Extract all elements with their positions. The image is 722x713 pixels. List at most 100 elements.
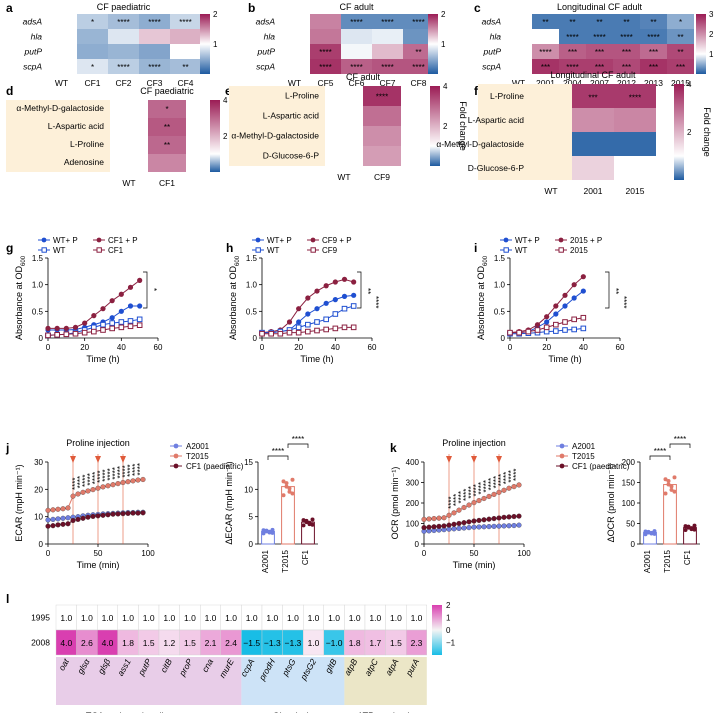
cell-value: 1.5 — [184, 638, 196, 648]
y-axis-label-sub: 600 — [21, 255, 27, 266]
data-point — [525, 328, 532, 335]
growth-panel-h: h 0 0.5 1.0 1.5 0 20 40 60 Time (h) Absorbance at … — [226, 236, 380, 364]
heatmap-cell — [614, 84, 656, 108]
data-point — [127, 303, 134, 309]
panel-label: b — [248, 1, 255, 15]
significance-stars: **** — [566, 63, 578, 72]
data-point — [286, 329, 293, 336]
heatmap-cell — [46, 44, 77, 59]
data-point — [421, 525, 427, 531]
data-point — [45, 523, 51, 529]
legend-label: WT — [53, 246, 66, 255]
data-point — [516, 482, 522, 488]
significance-stars: *** — [588, 93, 597, 102]
data-point — [431, 516, 437, 522]
bar-point — [672, 489, 677, 494]
data-point — [296, 306, 302, 312]
legend-marker — [558, 237, 564, 243]
row-label: D-Glucose-6-P — [263, 150, 320, 160]
colorbar-tick: 0 — [446, 626, 451, 635]
heatmap-cell — [310, 59, 341, 74]
data-point — [109, 298, 115, 304]
significance-stars: **** — [136, 463, 145, 475]
heatmap-cell — [372, 14, 403, 29]
row-label: scpA — [256, 62, 275, 72]
heatmap-cell — [170, 29, 201, 44]
colorbar-tick: 2 — [443, 122, 448, 131]
data-point — [481, 495, 487, 502]
data-point — [456, 520, 462, 527]
colorbar — [674, 84, 684, 180]
cell-value: 1.0 — [225, 613, 237, 623]
significance-stars: **** — [629, 93, 641, 102]
data-point — [441, 515, 447, 521]
x-tick-label: 60 — [154, 343, 163, 352]
heatmap-cell — [640, 44, 667, 59]
bar-point — [284, 484, 289, 489]
cell-value: −1.5 — [243, 638, 260, 648]
heatmap-cell — [341, 44, 372, 59]
heatmap-cell — [403, 44, 434, 59]
y-tick-label: 100 — [622, 499, 636, 508]
legend-marker — [255, 247, 261, 253]
row-label: adsA — [482, 17, 502, 27]
significance-stars: **** — [371, 296, 380, 308]
data-point — [421, 516, 427, 522]
heatmap-cell — [46, 29, 77, 44]
heatmap-cell — [139, 29, 170, 44]
colorbar-tick: 2 — [223, 132, 228, 141]
data-point — [476, 517, 482, 523]
significance-stars: **** — [319, 48, 331, 57]
heatmap-cell — [310, 44, 341, 59]
row-label: scpA — [482, 62, 501, 72]
data-point — [323, 300, 329, 306]
heatmap-cell — [46, 14, 77, 29]
bar-point — [669, 484, 674, 489]
data-point — [507, 329, 513, 336]
heatmap-cell — [613, 59, 640, 74]
column-label: WT — [512, 78, 525, 88]
data-point — [446, 522, 452, 528]
significance-stars: **** — [96, 470, 105, 482]
colorbar — [432, 605, 442, 655]
panel-title: Longitudinal CF adult — [550, 70, 636, 80]
data-point — [135, 477, 141, 483]
data-point — [137, 277, 143, 283]
data-point — [109, 315, 115, 321]
data-point — [456, 525, 462, 531]
bar-point — [264, 529, 269, 534]
heatmap-cell — [505, 44, 532, 59]
heatmap-cell — [139, 59, 170, 74]
significance-stars: ** — [542, 18, 548, 27]
bar-point — [284, 481, 289, 486]
y-tick-label: 1.0 — [32, 281, 44, 290]
significance-stars: **** — [497, 474, 506, 486]
significance-stars: ** — [164, 141, 170, 150]
y-tick-label: 0 — [39, 334, 44, 343]
data-point — [136, 316, 143, 323]
bar-point — [652, 531, 657, 536]
y-axis-label: Absorbance at OD600 — [228, 255, 241, 340]
colorbar-tick: 2 — [687, 128, 692, 137]
axes — [509, 258, 620, 339]
heatmap-cell — [667, 59, 694, 74]
legend-label: CF9 — [322, 246, 338, 255]
bar-point — [692, 523, 697, 528]
significance-stars: **** — [539, 48, 551, 57]
colorbar-tick: 1 — [213, 40, 218, 49]
column-label: 2001 — [536, 78, 555, 88]
legend-marker — [559, 463, 565, 469]
legend-marker — [41, 237, 47, 243]
metabolite-panel-d: d CF paediatric α-Methyl-D-galactoside * L-A… — [6, 84, 248, 188]
bar-point — [646, 530, 651, 535]
significance-bracket — [143, 271, 148, 309]
significance-stars: * — [679, 18, 682, 27]
bar-point — [307, 522, 312, 527]
data-point — [118, 308, 124, 314]
data-point — [471, 524, 477, 530]
data-point — [456, 507, 462, 513]
bar-category-label: CF1 — [683, 549, 692, 565]
row-label-band — [6, 100, 110, 172]
